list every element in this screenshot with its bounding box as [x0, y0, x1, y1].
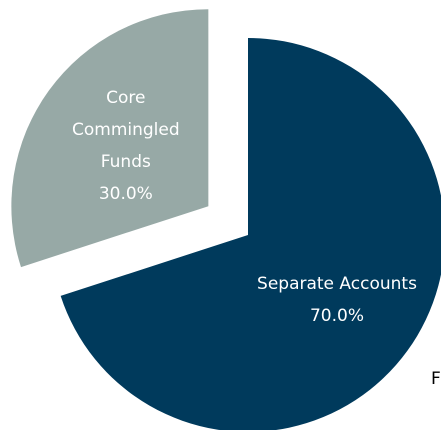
value-label: 70.0% [309, 305, 364, 326]
pie-slice [60, 38, 441, 430]
pie-slice [11, 9, 209, 268]
value-label: 30.0% [98, 184, 153, 205]
category-label: Separate Accounts [257, 273, 417, 294]
category-label: Core Commingled Funds [72, 88, 180, 173]
annotation: F [431, 369, 441, 389]
slice-label: Core Commingled Funds 30.0% [72, 88, 180, 205]
slice-label: Separate Accounts 70.0% [257, 273, 417, 326]
